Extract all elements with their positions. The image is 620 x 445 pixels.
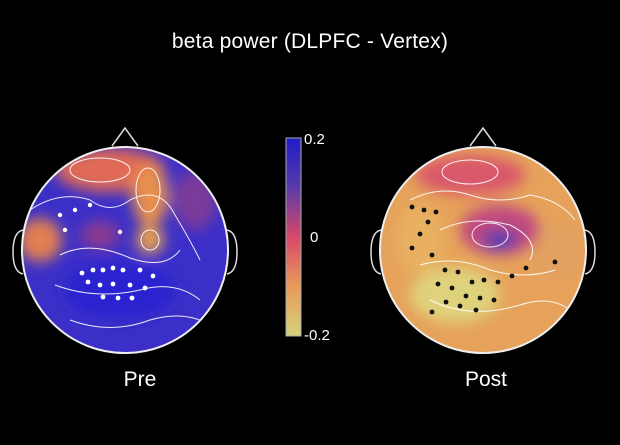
- colorbar-tick-min: -0.2: [304, 327, 330, 344]
- left-ear-outline: [12, 229, 24, 275]
- figure-title: beta power (DLPFC - Vertex): [171, 30, 449, 53]
- topomap-post: [370, 126, 596, 354]
- nose-outline: [469, 126, 497, 147]
- right-ear-outline: [584, 229, 596, 275]
- head-outline: [21, 146, 229, 354]
- head-outline: [379, 146, 587, 354]
- condition-label-post: Post: [464, 368, 508, 391]
- colorbar: [285, 137, 302, 337]
- colorbar-tick-mid: 0: [310, 229, 319, 246]
- left-ear-outline: [370, 229, 382, 275]
- right-ear-outline: [226, 229, 238, 275]
- condition-label-pre: Pre: [123, 368, 157, 391]
- post-heatmap: [380, 147, 586, 353]
- topomap-pre: [12, 126, 238, 354]
- colorbar-tick-max: 0.2: [304, 131, 325, 148]
- nose-outline: [111, 126, 139, 147]
